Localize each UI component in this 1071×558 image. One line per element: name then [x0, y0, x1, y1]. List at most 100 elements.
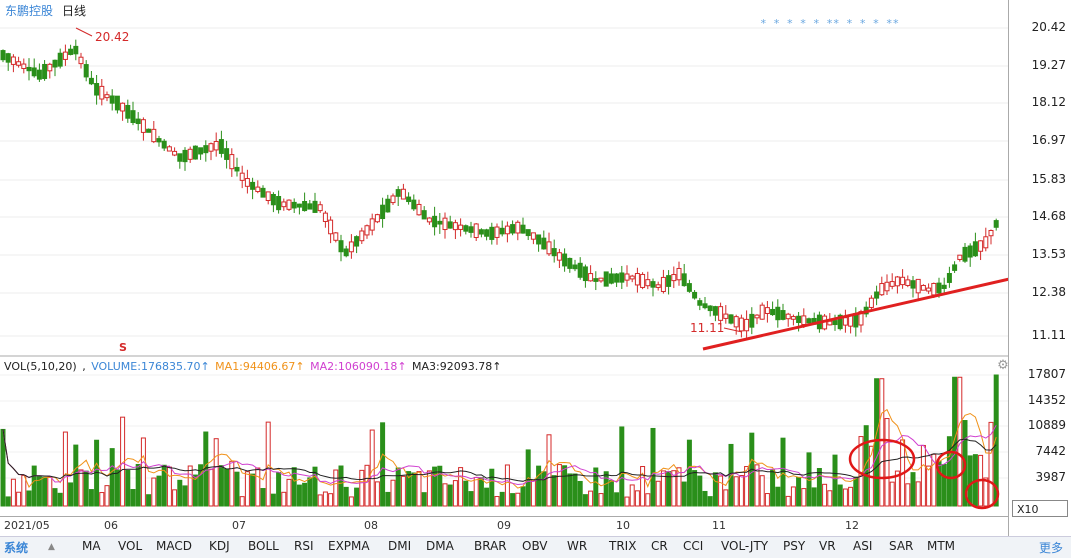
- kline-chart[interactable]: 20.42 11.11 S * * * * * ** * * * **: [0, 0, 1008, 516]
- volume-bar-down: [936, 460, 942, 507]
- candle-down: [270, 194, 276, 206]
- candle-down: [31, 67, 37, 77]
- stock-name[interactable]: 东鹏控股: [5, 4, 54, 18]
- tab-arrow-icon[interactable]: ▲: [48, 542, 55, 552]
- candle-down: [770, 308, 776, 316]
- volume-bar-down: [250, 473, 256, 507]
- tab-dma[interactable]: DMA: [426, 539, 454, 553]
- price-tick-label: 13.53: [1031, 247, 1066, 261]
- tab-sar[interactable]: SAR: [889, 539, 914, 553]
- candle-down: [36, 69, 42, 80]
- tab-macd[interactable]: MACD: [156, 539, 192, 553]
- candle-down: [83, 64, 89, 78]
- candle-up: [655, 284, 661, 288]
- tab-vol[interactable]: VOL: [118, 539, 143, 553]
- candle-down: [707, 305, 713, 312]
- candle-up: [10, 56, 16, 65]
- candle-up: [744, 318, 750, 332]
- candle-up: [588, 273, 594, 282]
- volume-bar-up: [364, 464, 370, 507]
- candle-up: [328, 219, 334, 235]
- volume-bar-down: [863, 425, 869, 507]
- tab-vr[interactable]: VR: [819, 539, 836, 553]
- candle-down: [780, 310, 786, 320]
- volume-bar-down: [837, 484, 843, 507]
- candle-down: [697, 300, 703, 306]
- candle-down: [712, 306, 718, 316]
- candle-down: [338, 240, 344, 253]
- candle-down: [874, 291, 880, 299]
- volume-bar-down: [296, 484, 302, 507]
- tab-boll[interactable]: BOLL: [248, 539, 279, 553]
- candle-up: [785, 313, 791, 320]
- volume-bar-down: [952, 376, 958, 507]
- candle-up: [494, 226, 500, 238]
- candle-up: [515, 221, 521, 234]
- volume-bar-down: [499, 491, 505, 507]
- volume-tick-label: 10889: [1027, 418, 1066, 432]
- tab-expma[interactable]: EXPMA: [328, 539, 370, 553]
- candle-down: [749, 313, 755, 328]
- volume-bar-up: [239, 496, 245, 507]
- tab-kdj[interactable]: KDJ: [209, 539, 230, 553]
- gear-icon[interactable]: ⚙: [997, 358, 1009, 373]
- more-tab[interactable]: 更多: [1038, 541, 1063, 555]
- tab-系统[interactable]: 系统: [4, 541, 29, 555]
- tab-rsi[interactable]: RSI: [294, 539, 314, 553]
- tab-cr[interactable]: CR: [651, 539, 668, 553]
- volume-bar-up: [47, 476, 53, 507]
- candle-up: [900, 276, 906, 286]
- candle-down: [73, 45, 79, 55]
- tab-trix[interactable]: TRIX: [609, 539, 637, 553]
- tab-brar[interactable]: BRAR: [474, 539, 507, 553]
- candle-down: [203, 145, 209, 154]
- tab-asi[interactable]: ASI: [853, 539, 873, 553]
- volume-bar-down: [224, 468, 230, 507]
- tab-cci[interactable]: CCI: [683, 539, 704, 553]
- price-tick-label: 18.12: [1031, 95, 1066, 109]
- tab-psy[interactable]: PSY: [783, 539, 806, 553]
- volume-bar-down: [343, 486, 349, 507]
- x10-indicator[interactable]: X10: [1012, 500, 1068, 517]
- candle-up: [442, 217, 448, 231]
- volume-bar-up: [744, 466, 750, 507]
- volume-bar-down: [5, 496, 11, 507]
- tab-ma[interactable]: MA: [82, 539, 101, 553]
- volume-bar-up: [764, 493, 770, 507]
- candle-down: [499, 227, 505, 235]
- volume-bar-down: [796, 477, 802, 507]
- tab-vol-jty[interactable]: VOL-JTY: [721, 539, 769, 553]
- volume-bar-down: [88, 489, 94, 507]
- volume-bar-up: [546, 434, 552, 507]
- candle-down: [936, 282, 942, 294]
- tab-obv[interactable]: OBV: [522, 539, 548, 553]
- candle-up: [645, 279, 651, 287]
- volume-bar-down: [218, 465, 224, 507]
- candle-down: [952, 264, 958, 271]
- volume-bar-down: [406, 471, 412, 507]
- volume-bar-up: [598, 493, 604, 507]
- volume-bar-down: [562, 465, 568, 507]
- candle-down: [437, 220, 443, 225]
- tab-wr[interactable]: WR: [567, 539, 588, 553]
- candle-down: [146, 128, 152, 133]
- volume-bar-down: [681, 481, 687, 507]
- tab-dmi[interactable]: DMI: [388, 539, 412, 553]
- volume-bar-up: [660, 470, 666, 507]
- date-tick-label: 06: [104, 519, 118, 532]
- volume-bar-down: [582, 494, 588, 507]
- candle-down: [577, 262, 583, 278]
- candle-down: [291, 201, 297, 209]
- date-tick-label: 10: [616, 519, 630, 532]
- candle-up: [738, 317, 744, 332]
- candle-up: [322, 212, 328, 222]
- high-pointer: [75, 27, 93, 37]
- price-tick-label: 15.83: [1031, 172, 1066, 186]
- candle-down: [562, 253, 568, 267]
- candle-up: [926, 287, 932, 292]
- period-label[interactable]: 日线: [62, 4, 87, 18]
- candle-down: [941, 284, 947, 289]
- tab-mtm[interactable]: MTM: [927, 539, 956, 553]
- candle-down: [302, 201, 308, 212]
- candle-up: [660, 276, 666, 292]
